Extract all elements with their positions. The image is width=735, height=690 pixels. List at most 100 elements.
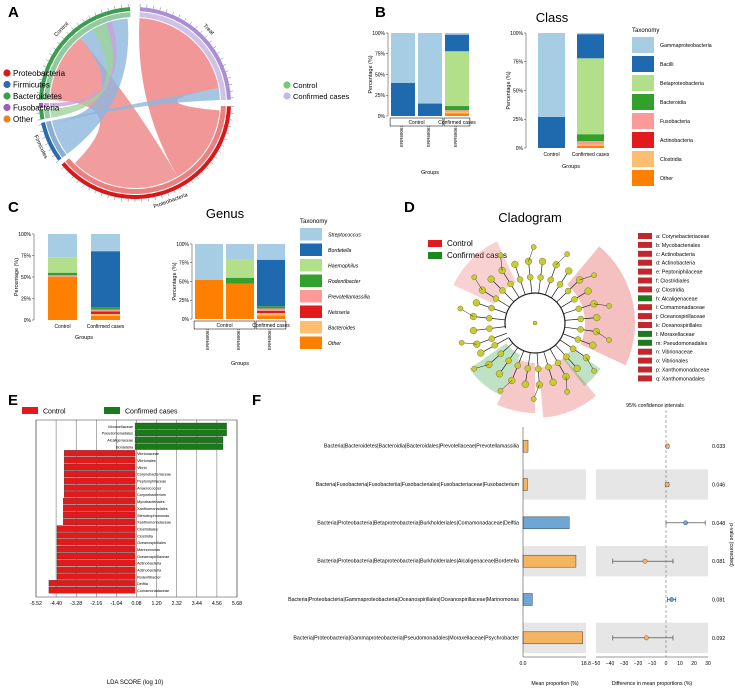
lda-x-tick-label: -1.04 bbox=[110, 601, 122, 607]
legend-swatch-betaproteobacteria bbox=[632, 75, 654, 91]
clado-node bbox=[569, 345, 577, 352]
chord-tick bbox=[200, 30, 203, 33]
chord-tick bbox=[45, 59, 49, 62]
x-tick-label-control: Control bbox=[54, 324, 70, 330]
clado-node bbox=[486, 325, 493, 332]
clado-node bbox=[471, 274, 478, 281]
clado-node bbox=[576, 276, 584, 284]
legend-label-bacteroidia: Bacteroidia bbox=[660, 100, 686, 106]
clado-node bbox=[514, 362, 521, 369]
chord-inner-arc-fusobacteria bbox=[44, 103, 50, 108]
chord-ribbon-control-bacteroidetes bbox=[50, 23, 114, 118]
chord-tick bbox=[37, 85, 41, 87]
ebar-diff-tick: 20 bbox=[691, 661, 697, 667]
legend-label-bacilli: Bacilli bbox=[660, 62, 674, 68]
clado-node bbox=[524, 257, 533, 265]
lda-legend-swatch-confirmed-cases bbox=[104, 407, 120, 414]
chord-tick bbox=[42, 137, 46, 139]
clado-taxon-label: d: Actinobacteria bbox=[656, 261, 695, 267]
ebar-taxon-label: Bacteria|Bacteroidetes|Bacteroidia|Bacte… bbox=[324, 444, 519, 450]
bar-neisseria-confirmed-cases bbox=[91, 311, 120, 314]
clado-taxon-swatch bbox=[638, 330, 652, 337]
chord-tick bbox=[107, 195, 109, 199]
clado-node bbox=[505, 357, 512, 364]
clado-node bbox=[539, 257, 547, 266]
lda-x-tick-label: -5.52 bbox=[30, 601, 42, 607]
ebar-taxon-label: Bacteria|Proteobacteria|Gammaproteobacte… bbox=[288, 597, 519, 603]
legend-swatch-prevotellamassilia bbox=[300, 290, 322, 303]
bar-haemophilus-control bbox=[48, 257, 77, 273]
ebar-mean-tick: 0.0 bbox=[520, 661, 527, 667]
bar-betaproteobacteria-confirmed-cases bbox=[577, 58, 604, 135]
y-tick-label: 100% bbox=[510, 31, 523, 37]
panel-c-subplot-samples: 0% 25% 50% 75% 100% Percentage (%) ERR6806770 E… bbox=[172, 242, 290, 367]
lda-bar-peptoniphilaceae bbox=[64, 477, 136, 484]
clado-node bbox=[564, 389, 570, 395]
lda-bar-label-actinobacteria: Actinobacteria bbox=[137, 568, 162, 572]
chord-tick bbox=[153, 5, 155, 9]
chord-inner-arc-firmicutes bbox=[45, 120, 67, 158]
panel-letter-d: D bbox=[404, 199, 415, 216]
lda-bar-comamonadaceae bbox=[48, 587, 136, 594]
chord-ribbon-treat-firmicutes bbox=[51, 88, 220, 124]
chord-tick bbox=[94, 12, 97, 16]
chord-tick bbox=[229, 83, 233, 85]
panel-letter-f: F bbox=[252, 392, 261, 409]
clado-node bbox=[495, 370, 503, 378]
ebar-diff-point bbox=[642, 558, 648, 564]
bar-gammaproteobacteria-err6806739 bbox=[445, 33, 469, 35]
chord-arc-treat bbox=[139, 7, 231, 100]
lda-bar-label-anaerococcus: Anaerococcus bbox=[137, 486, 161, 490]
panel-letter-b: B bbox=[375, 4, 386, 21]
y-tick-label: 100% bbox=[372, 31, 385, 37]
legend-label-fusobacteria: Fusobacteria bbox=[660, 119, 690, 125]
y-tick-label: 0% bbox=[182, 317, 190, 323]
clado-node bbox=[547, 276, 554, 283]
chord-legend-dot-confirmed-cases bbox=[283, 92, 291, 100]
bar-streptococcus-err6806739 bbox=[257, 244, 285, 260]
clado-taxon-label: p: Xanthomonadaceae bbox=[656, 368, 709, 374]
chord-legend-dot-other bbox=[3, 115, 11, 123]
group-label-confirmed-cases: Confirmed cases bbox=[438, 120, 476, 126]
bar-other-err6806739 bbox=[257, 315, 285, 319]
lda-legend-swatch-control bbox=[22, 407, 38, 414]
chord-tick bbox=[66, 31, 69, 35]
y-tick-label: 100% bbox=[18, 232, 31, 238]
x-tick-label-err6806739: ERR6806739 bbox=[453, 120, 458, 148]
group-label-confirmed-cases: Confirmed cases bbox=[252, 323, 290, 329]
bar-bacteroidia-confirmed-cases bbox=[577, 134, 604, 142]
chord-tick bbox=[154, 196, 156, 200]
chord-tick bbox=[185, 184, 188, 188]
clado-node bbox=[590, 300, 598, 308]
bar-streptococcus-confirmed-cases bbox=[91, 234, 120, 252]
chord-legend-dot-control bbox=[283, 81, 291, 89]
panel-letter-e: E bbox=[8, 392, 18, 409]
legend-swatch-other bbox=[300, 336, 322, 349]
legend-title: Taxonomy bbox=[632, 28, 659, 34]
chord-tick bbox=[226, 132, 230, 134]
clado-group-swatch-confirmed-cases bbox=[428, 252, 442, 259]
y-tick-label: 25% bbox=[375, 93, 386, 99]
lda-bar-rodentibacter bbox=[56, 573, 136, 580]
lda-bar-pseudomonadales bbox=[134, 429, 227, 437]
lda-x-tick-label: 2.32 bbox=[172, 601, 182, 607]
clado-taxon-swatch bbox=[638, 366, 652, 373]
panel-c-genus-bars: Genus 0% 25% 50% 75% 100% Percentage (%) Contr… bbox=[14, 206, 370, 367]
clado-node bbox=[606, 303, 612, 309]
chord-tick bbox=[61, 36, 64, 39]
lda-bar-alcaligenaceae bbox=[134, 436, 224, 443]
x-tick-label-confirmed-cases: Confirmed cases bbox=[87, 324, 125, 330]
panel-e-xlabel: LDA SCORE (log 10) bbox=[107, 680, 163, 686]
clado-taxon-swatch bbox=[638, 241, 652, 248]
chord-tick bbox=[201, 171, 204, 175]
legend-swatch-clostridia bbox=[632, 151, 654, 167]
lda-bar-corynebacterium bbox=[64, 491, 136, 498]
ebar-row-band-mean bbox=[523, 469, 586, 500]
chord-tick bbox=[225, 70, 229, 72]
chord-ticks bbox=[36, 4, 234, 202]
group-label-control: Control bbox=[408, 120, 424, 126]
y-tick-label: 100% bbox=[176, 242, 189, 248]
x-tick-label-control: Control bbox=[543, 152, 559, 158]
clado-taxon-label: j: Oceanospirillaceae bbox=[655, 314, 705, 320]
clado-taxon-label: n: Vibrionaceae bbox=[656, 350, 693, 356]
